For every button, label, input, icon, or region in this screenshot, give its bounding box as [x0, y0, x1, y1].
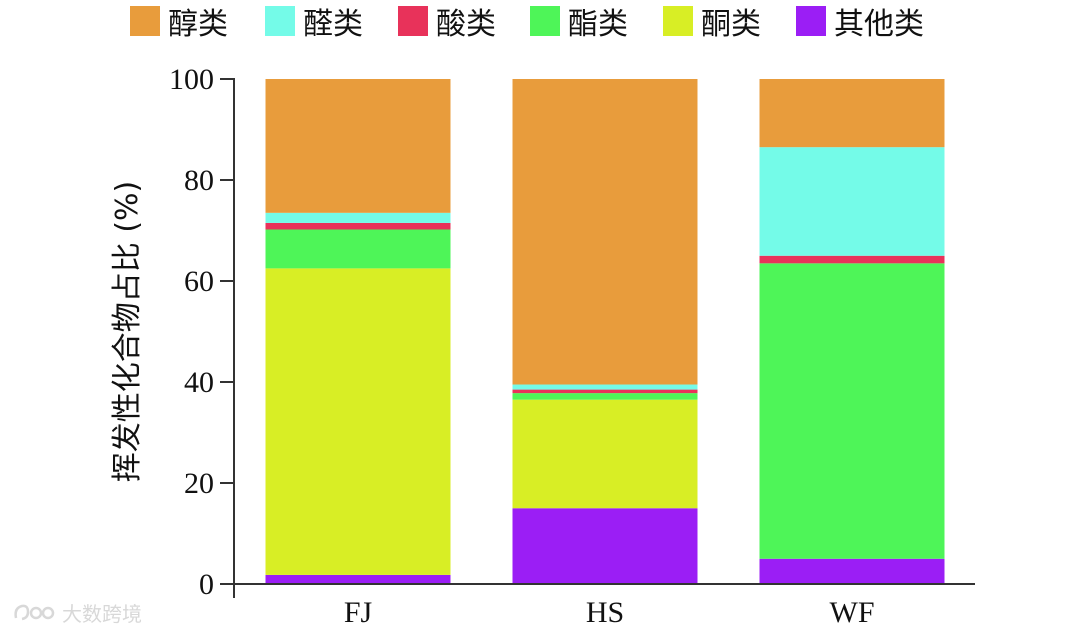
axes: [233, 78, 975, 598]
bar-segment-HS-醛类: [512, 384, 698, 390]
legend-label: 酯类: [568, 7, 628, 42]
bar-segment-WF-醛类: [759, 147, 945, 256]
y-ticks: 0 20 40 60 80 100: [169, 63, 234, 601]
bar-segment-FJ-酸类: [265, 222, 451, 230]
x-categories: FJ HS WF: [344, 596, 875, 629]
bar-segment-FJ-醇类: [265, 79, 451, 213]
x-category-label: WF: [830, 596, 875, 629]
legend-label: 醛类: [303, 7, 363, 42]
bar-segment-FJ-其他类: [265, 574, 451, 584]
legend-swatch: [398, 6, 428, 36]
bar-segment-FJ-酮类: [265, 268, 451, 575]
bar-segment-WF-其他类: [759, 558, 945, 584]
legend-label: 酮类: [701, 7, 761, 42]
bar-segment-WF-酸类: [759, 255, 945, 264]
bar-segment-HS-其他类: [512, 508, 698, 584]
watermark-text: 大数跨境: [62, 602, 142, 626]
legend-label: 酸类: [436, 7, 496, 42]
bar-segment-WF-酯类: [759, 263, 945, 559]
y-tick-label: 80: [184, 164, 214, 197]
bar-segment-FJ-醛类: [265, 212, 451, 223]
watermark: 大数跨境: [12, 598, 142, 627]
bar-segment-WF-醇类: [759, 79, 945, 148]
y-tick-label: 0: [199, 568, 214, 601]
legend-label: 醇类: [168, 7, 228, 42]
bars: [265, 79, 945, 584]
bar-segment-HS-酮类: [512, 399, 698, 509]
bar-segment-HS-醇类: [512, 79, 698, 385]
y-tick-label: 40: [184, 366, 214, 399]
bar-segment-HS-酯类: [512, 393, 698, 400]
legend-swatch: [130, 6, 160, 36]
x-category-label: HS: [586, 596, 624, 629]
legend-swatch: [796, 6, 826, 36]
y-axis-label: 挥发性化合物占比 (%): [110, 181, 145, 482]
legend-swatch: [530, 6, 560, 36]
legend-label: 其他类: [834, 7, 924, 42]
y-tick-label: 100: [169, 63, 214, 96]
legend: 醇类 醛类 酸类 酯类 酮类 其他类: [130, 6, 924, 42]
legend-swatch: [265, 6, 295, 36]
y-tick-label: 20: [184, 467, 214, 500]
y-tick-label: 60: [184, 265, 214, 298]
bar-segment-HS-酸类: [512, 389, 698, 394]
legend-swatch: [663, 6, 693, 36]
watermark-logo-icon: [14, 604, 55, 620]
x-category-label: FJ: [344, 596, 373, 629]
bar-segment-FJ-酯类: [265, 229, 451, 269]
